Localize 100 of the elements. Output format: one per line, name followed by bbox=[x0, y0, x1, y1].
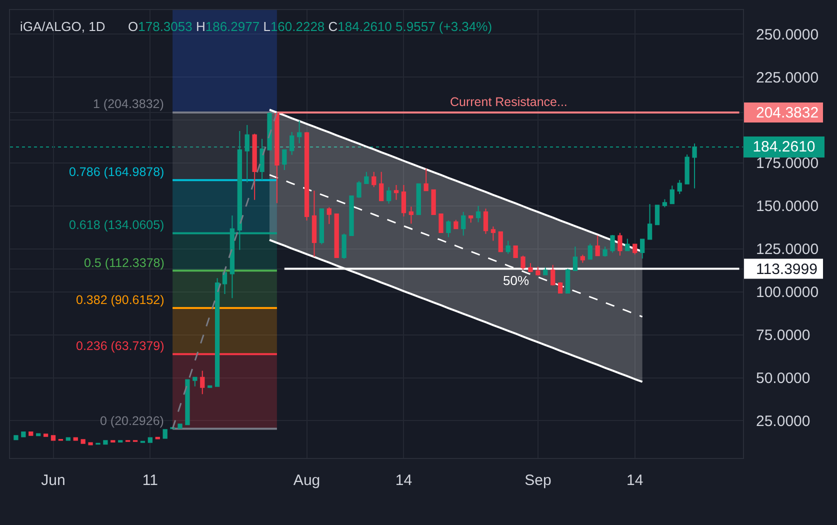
candlestick bbox=[424, 168, 428, 192]
candlestick bbox=[43, 434, 48, 437]
candlestick bbox=[118, 440, 123, 443]
candlestick bbox=[610, 234, 615, 254]
candlestick bbox=[565, 268, 570, 294]
candlestick bbox=[88, 442, 93, 446]
y-tick-label: 125.0000 bbox=[756, 241, 819, 258]
candlestick bbox=[222, 270, 228, 295]
y-tick-label: 175.0000 bbox=[756, 155, 819, 172]
candlestick bbox=[662, 198, 668, 208]
series-label: Current Resistance... bbox=[450, 95, 568, 109]
series-label: 0.236 (63.7379) bbox=[76, 339, 164, 353]
candlestick bbox=[416, 183, 421, 216]
candlestick bbox=[558, 282, 563, 294]
candlestick bbox=[602, 246, 608, 258]
series-label: 0.618 (134.0605) bbox=[69, 218, 164, 232]
candlestick bbox=[506, 240, 510, 254]
x-tick-label: 14 bbox=[395, 472, 412, 489]
y-tick-label: 25.0000 bbox=[756, 412, 810, 430]
candlestick bbox=[103, 440, 108, 445]
candlestick bbox=[580, 254, 586, 264]
candlestick bbox=[677, 179, 682, 195]
candlestick bbox=[550, 264, 556, 286]
candlestick bbox=[192, 376, 198, 387]
candlestick bbox=[454, 219, 458, 230]
candlestick bbox=[431, 189, 436, 216]
candlestick bbox=[319, 208, 324, 245]
candlestick bbox=[588, 243, 592, 260]
candlestick bbox=[349, 195, 354, 236]
candlestick bbox=[252, 133, 257, 200]
candlestick bbox=[326, 206, 332, 224]
candlestick bbox=[536, 266, 540, 276]
candlestick bbox=[372, 171, 376, 188]
series-label: 0 (20.2926) bbox=[100, 414, 164, 428]
candlestick bbox=[438, 213, 444, 234]
candlestick bbox=[297, 120, 302, 144]
candlestick bbox=[214, 278, 220, 388]
y-tick-label: 150.0000 bbox=[756, 198, 819, 216]
candlestick bbox=[267, 112, 272, 151]
candlestick bbox=[304, 132, 310, 222]
candlestick bbox=[379, 171, 384, 202]
candlestick bbox=[513, 245, 518, 258]
y-tick-label: 100.0000 bbox=[756, 284, 819, 302]
series-label: 50% bbox=[503, 273, 530, 288]
y-tick-label: 75.0000 bbox=[756, 327, 810, 344]
candlestick bbox=[394, 184, 399, 200]
series-label: 1 (204.3832) bbox=[93, 97, 164, 111]
candlestick bbox=[364, 171, 369, 184]
candlestick bbox=[66, 437, 70, 441]
candlestick bbox=[155, 436, 160, 440]
candlestick bbox=[520, 255, 526, 270]
candlestick bbox=[334, 213, 339, 258]
candlestick bbox=[654, 204, 660, 226]
candlestick bbox=[490, 226, 496, 242]
series-label: 0.382 (90.6152) bbox=[76, 293, 164, 307]
y-tick-label: 250.0000 bbox=[756, 26, 819, 44]
candlestick bbox=[28, 432, 34, 436]
text: iGA/ALGO, 1D bbox=[20, 19, 106, 34]
candlestick bbox=[14, 435, 18, 440]
x-tick-label: Sep bbox=[524, 472, 552, 489]
y-tick-label: 204.3832 bbox=[756, 104, 819, 122]
candlestick bbox=[572, 246, 578, 272]
candlestick bbox=[356, 180, 362, 198]
candlestick bbox=[148, 437, 153, 443]
candlestick bbox=[408, 206, 414, 224]
candlestick bbox=[21, 432, 26, 438]
candlestick bbox=[50, 435, 56, 441]
x-tick-label: 11 bbox=[142, 472, 158, 489]
candlestick bbox=[274, 112, 280, 204]
y-tick-label: 50.0000 bbox=[756, 370, 810, 387]
candlestick bbox=[595, 234, 600, 256]
y-tick-label: 225.0000 bbox=[756, 69, 819, 86]
candlestick bbox=[483, 208, 488, 234]
x-tick-label: Jun bbox=[41, 472, 66, 489]
x-tick-label: 14 bbox=[626, 472, 644, 489]
candlestick bbox=[670, 185, 674, 205]
candlestick bbox=[110, 440, 116, 443]
candlestick bbox=[401, 184, 406, 218]
candlestick bbox=[162, 429, 168, 439]
candlestick bbox=[498, 231, 503, 252]
x-tick-label: Aug bbox=[293, 472, 320, 489]
candlestick bbox=[476, 205, 481, 223]
candlestick bbox=[684, 154, 690, 185]
series-label: 0.786 (164.9878) bbox=[69, 165, 164, 179]
candlestick bbox=[282, 149, 287, 170]
y-tick-label: 113.3999 bbox=[756, 261, 818, 278]
candlestick bbox=[312, 190, 317, 258]
candlestick bbox=[625, 238, 630, 252]
candlestick bbox=[446, 220, 451, 238]
candlestick bbox=[80, 439, 86, 444]
candlestick bbox=[178, 423, 182, 430]
candlestick bbox=[73, 437, 78, 441]
candlestick bbox=[632, 243, 638, 255]
series-label: 0.5 (112.3378) bbox=[84, 256, 164, 270]
candlestick bbox=[342, 233, 346, 260]
candlestick bbox=[200, 370, 205, 395]
candlestick bbox=[543, 266, 548, 276]
candlestick bbox=[185, 378, 190, 426]
candlestick bbox=[468, 215, 474, 224]
candlestick bbox=[461, 211, 466, 236]
